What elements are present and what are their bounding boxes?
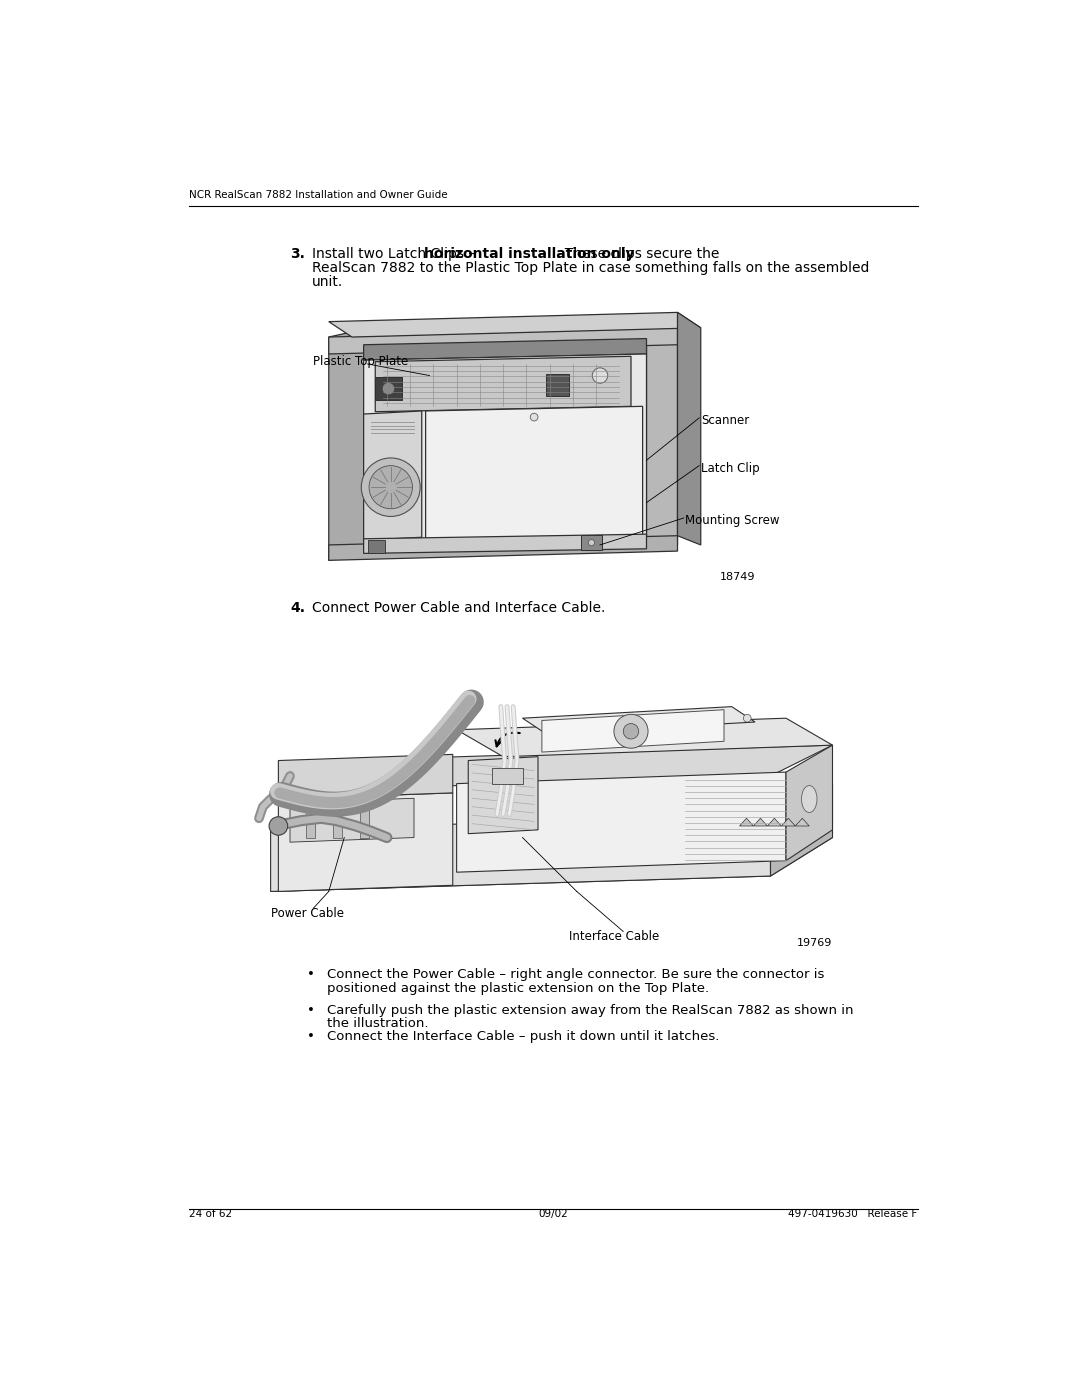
Text: •: • [307, 1030, 315, 1044]
Text: 18749: 18749 [719, 571, 755, 583]
Text: RealScan 7882 to the Plastic Top Plate in case something falls on the assembled: RealScan 7882 to the Plastic Top Plate i… [312, 261, 869, 275]
Ellipse shape [801, 785, 816, 813]
Polygon shape [740, 819, 754, 826]
Polygon shape [364, 411, 422, 541]
Text: Connect the Power Cable – right angle connector. Be sure the connector is: Connect the Power Cable – right angle co… [327, 968, 824, 982]
Polygon shape [768, 819, 781, 826]
Bar [367, 541, 384, 553]
Bar [545, 374, 569, 395]
Circle shape [530, 414, 538, 420]
Text: 3.: 3. [291, 247, 305, 261]
Polygon shape [523, 707, 755, 733]
Text: horizontal installation only: horizontal installation only [423, 247, 634, 261]
Polygon shape [457, 773, 786, 872]
Polygon shape [328, 313, 701, 337]
Polygon shape [271, 745, 833, 791]
Text: Power Cable: Power Cable [271, 907, 343, 919]
Polygon shape [271, 838, 833, 891]
Text: •: • [307, 1004, 315, 1017]
Polygon shape [647, 328, 677, 550]
Polygon shape [426, 407, 643, 541]
Circle shape [613, 714, 648, 749]
Bar [333, 806, 342, 838]
Text: 09/02: 09/02 [539, 1208, 568, 1218]
Polygon shape [364, 338, 647, 360]
Polygon shape [542, 710, 724, 752]
Polygon shape [754, 819, 768, 826]
Polygon shape [375, 356, 631, 412]
Polygon shape [364, 534, 647, 553]
Polygon shape [677, 313, 701, 545]
Polygon shape [328, 330, 364, 560]
Bar [581, 535, 603, 550]
Polygon shape [271, 814, 770, 891]
Polygon shape [770, 784, 833, 876]
Circle shape [269, 817, 287, 835]
Circle shape [592, 367, 608, 383]
Polygon shape [291, 798, 414, 842]
Polygon shape [781, 819, 795, 826]
Text: 24 of 62: 24 of 62 [189, 1208, 232, 1218]
Polygon shape [328, 328, 677, 353]
Text: . These clips secure the: . These clips secure the [556, 247, 719, 261]
Text: 4.: 4. [291, 601, 305, 615]
Text: NCR RealScan 7882 Installation and Owner Guide: NCR RealScan 7882 Installation and Owner… [189, 190, 448, 200]
Text: Latch Clip: Latch Clip [701, 462, 759, 475]
Polygon shape [328, 535, 677, 560]
Text: positioned against the plastic extension on the Top Plate.: positioned against the plastic extension… [327, 982, 710, 995]
Circle shape [362, 458, 420, 517]
Circle shape [589, 539, 595, 546]
Text: Plastic Top Plate: Plastic Top Plate [313, 355, 408, 367]
Text: the illustration.: the illustration. [327, 1017, 429, 1030]
Polygon shape [364, 353, 647, 545]
Polygon shape [279, 754, 453, 799]
Bar [360, 806, 369, 838]
Text: Carefully push the plastic extension away from the RealScan 7882 as shown in: Carefully push the plastic extension awa… [327, 1004, 853, 1017]
Circle shape [382, 383, 394, 395]
Circle shape [369, 465, 413, 509]
Circle shape [743, 714, 751, 722]
Text: Scanner: Scanner [701, 414, 750, 427]
Polygon shape [795, 819, 809, 826]
Text: Connect Power Cable and Interface Cable.: Connect Power Cable and Interface Cable. [312, 601, 605, 615]
Text: unit.: unit. [312, 275, 343, 289]
Polygon shape [786, 745, 833, 861]
Text: 19769: 19769 [797, 937, 833, 947]
Text: Interface Cable: Interface Cable [569, 930, 659, 943]
Text: •: • [307, 968, 315, 982]
Text: Install two Latch Clips –: Install two Latch Clips – [312, 247, 480, 261]
Polygon shape [457, 718, 833, 757]
Bar [375, 377, 403, 400]
Text: 497-0419630   Release F: 497-0419630 Release F [788, 1208, 918, 1218]
Text: Mounting Screw: Mounting Screw [685, 514, 780, 527]
Bar [306, 806, 314, 838]
Text: Connect the Interface Cable – push it down until it latches.: Connect the Interface Cable – push it do… [327, 1030, 719, 1044]
Polygon shape [469, 757, 538, 834]
Circle shape [623, 724, 638, 739]
Bar [491, 768, 523, 784]
Polygon shape [279, 793, 453, 891]
